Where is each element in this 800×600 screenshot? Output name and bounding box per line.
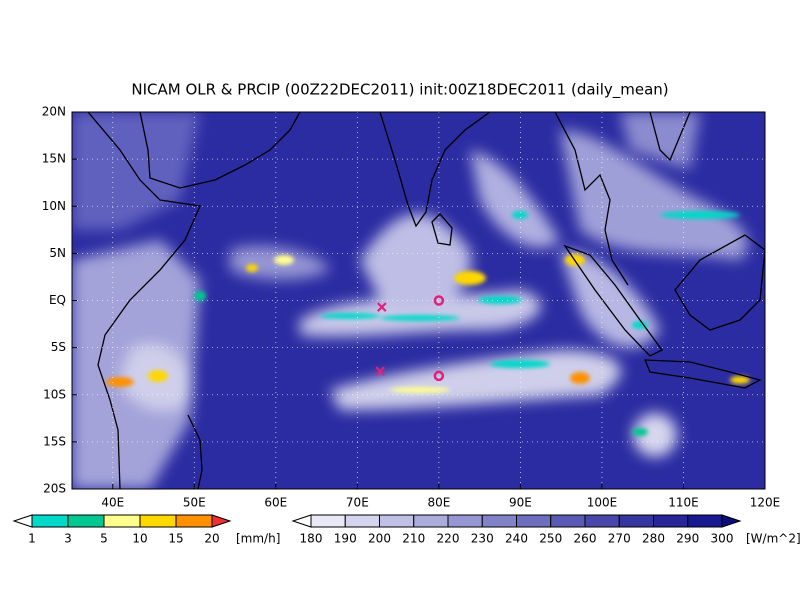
x-tick-label: 70E <box>346 496 369 510</box>
colorbar-box <box>310 514 346 528</box>
colorbar-label: 230 <box>471 532 494 546</box>
colorbar-unit: [W/m^2] <box>746 532 800 546</box>
colorbar-box <box>618 514 654 528</box>
y-tick-label: EQ <box>49 293 66 307</box>
y-tick-label: 10S <box>43 387 66 401</box>
colorbar-triangle <box>12 514 33 528</box>
colorbar-box <box>413 514 449 528</box>
colorbar-label: 1 <box>28 532 36 546</box>
marker <box>377 302 387 312</box>
colorbar-box <box>344 514 380 528</box>
colorbar-box <box>67 514 105 528</box>
y-tick-label: 20N <box>42 105 66 119</box>
colorbar-label: 290 <box>676 532 699 546</box>
title: NICAM OLR & PRCIP (00Z22DEC2011) init:00… <box>131 81 668 100</box>
colorbar-box <box>379 514 415 528</box>
colorbar-box <box>550 514 586 528</box>
colorbar-label: 250 <box>539 532 562 546</box>
cloud-field <box>72 112 748 489</box>
colorbar-label: 3 <box>64 532 72 546</box>
marker-o <box>433 295 445 306</box>
y-tick-label: 20S <box>43 482 66 496</box>
grid <box>72 112 765 489</box>
colorbar-box <box>687 514 723 528</box>
marker-x <box>377 302 387 312</box>
colorbar-triangle <box>721 514 742 528</box>
colorbar-triangle <box>291 514 312 528</box>
y-tick-label: 5S <box>51 340 66 354</box>
colorbar-triangle <box>211 514 232 528</box>
y-tick-label: 5N <box>49 246 66 260</box>
colorbar-box <box>139 514 177 528</box>
colorbar-box <box>516 514 552 528</box>
colorbar-box <box>31 514 69 528</box>
colorbar-label: 260 <box>574 532 597 546</box>
marker-o <box>433 370 445 382</box>
x-tick-label: 100E <box>587 496 618 510</box>
colorbar-label: 210 <box>402 532 425 546</box>
markers <box>375 295 445 382</box>
colorbar-label: 200 <box>368 532 391 546</box>
x-tick-label: 90E <box>509 496 532 510</box>
precip-spots <box>106 211 750 436</box>
colorbar-label: 180 <box>300 532 323 546</box>
colorbar-label: 10 <box>132 532 147 546</box>
colorbars: 1 3 5 10 15 20 [mm/h] 180 190 200 210 220 230 240 250 2… <box>12 514 800 546</box>
coastlines <box>87 112 765 489</box>
marker-x <box>375 366 385 376</box>
x-tick-label: 80E <box>427 496 450 510</box>
colorbar-label: 190 <box>334 532 357 546</box>
colorbar-label: 240 <box>505 532 528 546</box>
marker <box>375 366 385 376</box>
colorbar-label: 5 <box>100 532 108 546</box>
x-tick-label: 40E <box>101 496 124 510</box>
map-area <box>72 112 765 489</box>
y-tick-label: 15N <box>42 152 66 166</box>
colorbar-label: 270 <box>608 532 631 546</box>
colorbar-box <box>175 514 213 528</box>
y-tick-label: 10N <box>42 199 66 213</box>
colorbar-label: 280 <box>642 532 665 546</box>
colorbar-label: 220 <box>437 532 460 546</box>
colorbar-box <box>584 514 620 528</box>
colorbar-label: 300 <box>711 532 734 546</box>
marker <box>433 295 445 306</box>
colorbar-box <box>481 514 517 528</box>
colorbar-label: 20 <box>204 532 219 546</box>
y-tick-label: 15S <box>43 434 66 448</box>
x-tick-label: 60E <box>264 496 287 510</box>
colorbar-label: 15 <box>168 532 183 546</box>
x-tick-label: 120E <box>750 496 781 510</box>
colorbar-box <box>103 514 141 528</box>
x-tick-label: 110E <box>668 496 699 510</box>
colorbar-box <box>653 514 689 528</box>
x-tick-label: 50E <box>183 496 206 510</box>
colorbar-box <box>447 514 483 528</box>
axes: 40E 50E 60E 70E 80E 90E 100E 110E 120E 20S 15S 10S 5… <box>42 105 781 510</box>
colorbar-unit: [mm/h] <box>236 532 280 546</box>
marker <box>433 370 445 382</box>
